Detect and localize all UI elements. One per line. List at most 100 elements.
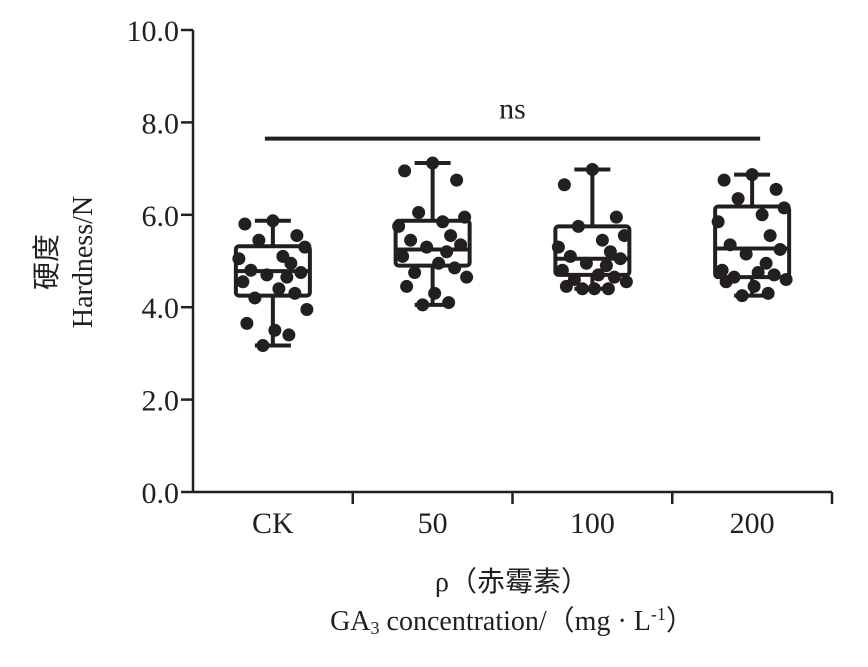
significance-label: ns <box>499 93 526 126</box>
data-point <box>284 256 298 270</box>
data-point <box>280 270 294 284</box>
data-point <box>392 219 406 233</box>
data-point <box>759 256 773 270</box>
data-point <box>256 339 270 353</box>
data-point <box>266 214 280 228</box>
data-point <box>731 192 745 206</box>
x-tick-label: 100 <box>570 507 615 540</box>
data-point <box>617 229 631 243</box>
data-point <box>579 256 593 270</box>
x-title-suffix: ） <box>666 605 694 637</box>
data-point <box>252 233 266 247</box>
data-point <box>745 168 759 182</box>
x-axis-title-cn: ρ（赤霉素） <box>435 566 589 598</box>
data-point <box>248 291 262 305</box>
x-axis-title-en: GA3 concentration/（mg · L-1） <box>330 604 694 638</box>
y-tick-label: 2.0 <box>142 385 180 418</box>
data-point <box>619 275 633 289</box>
data-point <box>777 201 791 215</box>
data-point <box>428 286 442 300</box>
data-point <box>769 182 783 196</box>
data-point <box>607 270 621 284</box>
data-point <box>711 215 725 229</box>
significance-annotation: ns <box>264 93 761 141</box>
y-axis-title-cn: 硬度 <box>31 234 63 290</box>
data-point <box>408 266 422 280</box>
data-point <box>603 245 617 259</box>
data-point <box>591 268 605 282</box>
y-tick-label: 0.0 <box>142 477 180 510</box>
data-point <box>244 263 258 277</box>
data-point <box>751 266 765 280</box>
data-point <box>773 242 787 256</box>
x-tick-label: 50 <box>418 507 448 540</box>
y-ticks: 0.0 2.0 4.0 6.0 8.0 10.0 <box>127 15 193 510</box>
x-ticks: CK 50 100 200 <box>252 492 834 540</box>
data-point <box>444 229 458 243</box>
data-point <box>719 275 733 289</box>
x-title-middle: concentration/（mg · L <box>380 605 651 637</box>
data-point <box>563 249 577 263</box>
data-point <box>442 296 456 310</box>
x-tick-label: CK <box>252 507 294 540</box>
data-point <box>268 323 282 337</box>
data-point <box>717 173 731 187</box>
data-point <box>747 279 761 293</box>
x-tick-label: 200 <box>730 507 775 540</box>
data-point <box>559 279 573 293</box>
data-point <box>599 259 613 273</box>
y-axis-title-en: Hardness/N <box>68 196 99 328</box>
data-point <box>412 205 426 219</box>
data-point <box>715 263 729 277</box>
y-tick-label: 8.0 <box>142 107 180 140</box>
data-point <box>294 266 308 280</box>
data-point <box>416 298 430 312</box>
data-point <box>404 233 418 247</box>
y-tick-label: 4.0 <box>142 292 180 325</box>
data-point <box>396 249 410 263</box>
data-point <box>426 156 440 170</box>
data-point <box>601 282 615 296</box>
data-point <box>240 316 254 330</box>
data-point <box>723 238 737 252</box>
data-point <box>398 164 412 178</box>
data-point <box>761 286 775 300</box>
data-point <box>400 279 414 293</box>
data-point <box>613 252 627 266</box>
data-point <box>420 240 434 254</box>
data-point <box>557 178 571 192</box>
data-point <box>450 173 464 187</box>
data-point <box>290 229 304 243</box>
boxes <box>233 161 792 348</box>
data-point <box>300 303 314 317</box>
data-point <box>735 289 749 303</box>
data-point <box>551 240 565 254</box>
data-point <box>767 268 781 282</box>
data-point <box>272 282 286 296</box>
data-point <box>298 240 312 254</box>
data-point <box>448 261 462 275</box>
data-point <box>260 268 274 282</box>
data-point <box>436 215 450 229</box>
data-point <box>432 256 446 270</box>
data-point <box>587 282 601 296</box>
y-tick-label: 6.0 <box>142 200 180 233</box>
x-title-subscript: 3 <box>371 618 380 638</box>
data-point <box>779 272 793 286</box>
data-point <box>763 229 777 243</box>
data-point <box>454 238 468 252</box>
data-point <box>575 282 589 296</box>
data-point <box>282 328 296 342</box>
data-points <box>232 156 793 353</box>
data-point <box>288 286 302 300</box>
data-point <box>440 245 454 259</box>
data-point <box>232 252 246 266</box>
data-point <box>739 247 753 261</box>
data-point <box>460 270 474 284</box>
data-point <box>595 233 609 247</box>
y-tick-label: 10.0 <box>127 15 180 48</box>
data-point <box>571 219 585 233</box>
data-point <box>236 275 250 289</box>
